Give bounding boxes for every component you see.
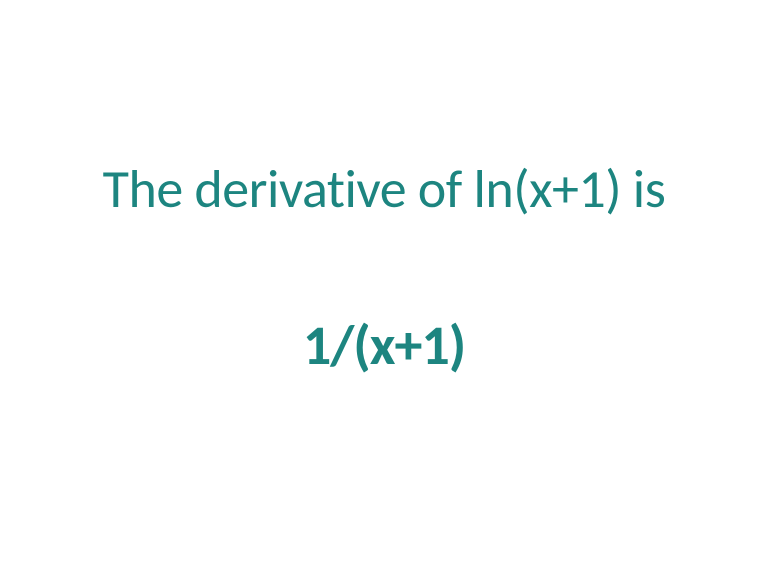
answer-text: 1/(x+1): [303, 312, 465, 380]
statement-text: The derivative of ln(x+1) is: [103, 156, 666, 222]
